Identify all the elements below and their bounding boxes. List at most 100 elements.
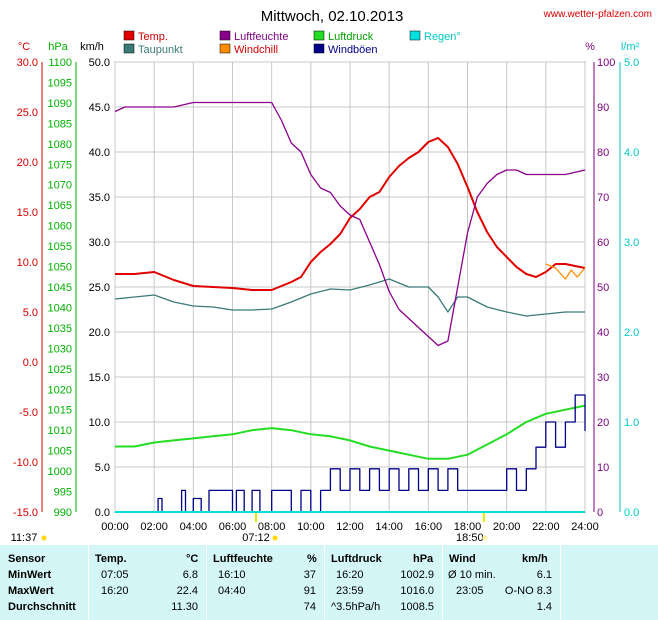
row-min-wind-time: Ø 10 min. — [448, 569, 496, 581]
header-sensor: Sensor — [8, 553, 46, 565]
wind-tick-label: 15.0 — [89, 372, 110, 384]
row-min-press-val: 1002.9 — [400, 569, 434, 581]
legend-swatch — [123, 30, 135, 41]
wind-tick-label: 40.0 — [89, 147, 110, 159]
row-avg-label: Durchschnitt — [8, 601, 76, 613]
legend-label: Windchill — [234, 44, 278, 56]
pressure-tick-label: 1060 — [48, 221, 72, 233]
pressure-tick-label: 1050 — [48, 262, 72, 274]
weather-chart: 00:00 02:00 04:00 06:00 08:00 10:00 12:00 14:00… — [11, 8, 652, 544]
pressure-tick-label: 1000 — [48, 466, 72, 478]
x-tick-label: 00:00 — [101, 521, 129, 533]
pressure-axis-label: hPa — [48, 41, 68, 53]
x-tick-label: 04:00 — [180, 521, 208, 533]
temp-tick-label: 15.0 — [17, 207, 38, 219]
pressure-tick-label: 1045 — [48, 282, 72, 294]
row-avg-temp-val: 11.30 — [171, 601, 198, 613]
legend-swatch — [313, 43, 325, 54]
wind-tick-label: 10.0 — [89, 417, 110, 429]
legend-label: Temp. — [138, 31, 168, 43]
sunset-sun-icon — [482, 535, 488, 541]
pressure-tick-label: 1080 — [48, 139, 72, 151]
pressure-tick-label: 1055 — [48, 241, 72, 253]
humidity-tick-label: 20 — [597, 417, 609, 429]
row-min-label: MinWert — [8, 569, 52, 581]
legend-label: Windböen — [328, 44, 378, 56]
wind-tick-label: 25.0 — [89, 282, 110, 294]
rain-tick-label: 5.0 — [624, 57, 639, 69]
x-tick-label: 16:00 — [415, 521, 443, 533]
sunset-label: 18:50 — [456, 532, 484, 544]
temp-tick-label: 10.0 — [17, 257, 38, 269]
pressure-tick-label: 1070 — [48, 180, 72, 192]
temp-tick-label: 0.0 — [23, 357, 38, 369]
pressure-tick-label: 1100 — [48, 57, 72, 69]
temp-tick-label: 20.0 — [17, 157, 38, 169]
wind-axis-label: km/h — [80, 41, 104, 53]
rain-tick-label: 1.0 — [624, 417, 639, 429]
rain-tick-label: 0.0 — [624, 507, 639, 519]
wind-tick-label: 5.0 — [95, 462, 110, 474]
pressure-tick-label: 1005 — [48, 446, 72, 458]
row-min-hum-val: 37 — [303, 569, 316, 581]
humidity-tick-label: 10 — [597, 462, 609, 474]
header-wind-unit: km/h — [522, 553, 548, 565]
rain-tick-label: 2.0 — [624, 327, 639, 339]
row-max-press-val: 1016.0 — [400, 585, 434, 597]
pressure-tick-label: 1090 — [48, 98, 72, 110]
row-avg-press-val: 1008.5 — [400, 601, 434, 613]
x-tick-label: 20:00 — [493, 521, 521, 533]
humidity-tick-label: 40 — [597, 327, 609, 339]
sunset-marker — [482, 513, 485, 522]
row-max-temp-time: 16:20 — [101, 585, 129, 597]
sunrise-marker — [255, 513, 257, 522]
legend-label: Luftfeuchte — [234, 31, 288, 43]
x-tick-label: 24:00 — [571, 521, 599, 533]
row-avg-press-trend: ^3.5hPa/h — [331, 601, 381, 613]
rain-tick-label: 3.0 — [624, 237, 639, 249]
row-min-temp-time: 07:05 — [101, 569, 129, 581]
humidity-tick-label: 100 — [597, 57, 615, 69]
x-tick-label: 14:00 — [375, 521, 403, 533]
wind-tick-label: 35.0 — [89, 192, 110, 204]
legend-swatch — [219, 43, 231, 54]
temp-tick-label: 5.0 — [23, 307, 38, 319]
humidity-tick-label: 60 — [597, 237, 609, 249]
row-max-label: MaxWert — [8, 585, 54, 597]
row-avg-wind-val: 1.4 — [536, 601, 552, 613]
pressure-tick-label: 1040 — [48, 302, 72, 314]
humidity-tick-label: 30 — [597, 372, 609, 384]
temp-tick-label: -10.0 — [13, 457, 38, 469]
humidity-axis-label: % — [585, 41, 595, 53]
legend-swatch — [123, 43, 135, 54]
wind-tick-label: 45.0 — [89, 102, 110, 114]
row-max-hum-time: 04:40 — [218, 585, 246, 597]
pressure-tick-label: 1035 — [48, 323, 72, 335]
header-wind: Wind — [449, 553, 476, 565]
start-time-label: 11:37 — [11, 532, 38, 544]
row-max-hum-val: 91 — [303, 585, 316, 597]
legend-label: Regen° — [424, 31, 461, 43]
pressure-tick-label: 1095 — [48, 77, 72, 89]
sunrise-label: 07:12 — [242, 532, 270, 544]
legend-label: Taupunkt — [138, 44, 183, 56]
row-min-hum-time: 16:10 — [218, 569, 246, 581]
x-tick-label: 12:00 — [336, 521, 364, 533]
pressure-tick-label: 1030 — [48, 343, 72, 355]
wind-tick-label: 20.0 — [89, 327, 110, 339]
humidity-tick-label: 70 — [597, 192, 609, 204]
series-line-luftfeuchte — [114, 101, 586, 347]
pressure-tick-label: 995 — [54, 487, 72, 499]
chart-title: Mittwoch, 02.10.2013 — [261, 8, 404, 25]
legend-label: Luftdruck — [328, 31, 374, 43]
rain-tick-label: 4.0 — [624, 147, 639, 159]
legend-swatch — [409, 30, 421, 41]
legend-swatch — [313, 30, 325, 41]
wind-tick-label: 50.0 — [89, 57, 110, 69]
header-hum-unit: % — [307, 553, 317, 565]
start-sun-icon — [41, 535, 47, 541]
header-temp-unit: °C — [186, 553, 199, 565]
x-tick-label: 08:00 — [258, 521, 286, 533]
sunrise-sun-icon — [272, 535, 278, 541]
series-line-luftdruck — [115, 404, 586, 460]
